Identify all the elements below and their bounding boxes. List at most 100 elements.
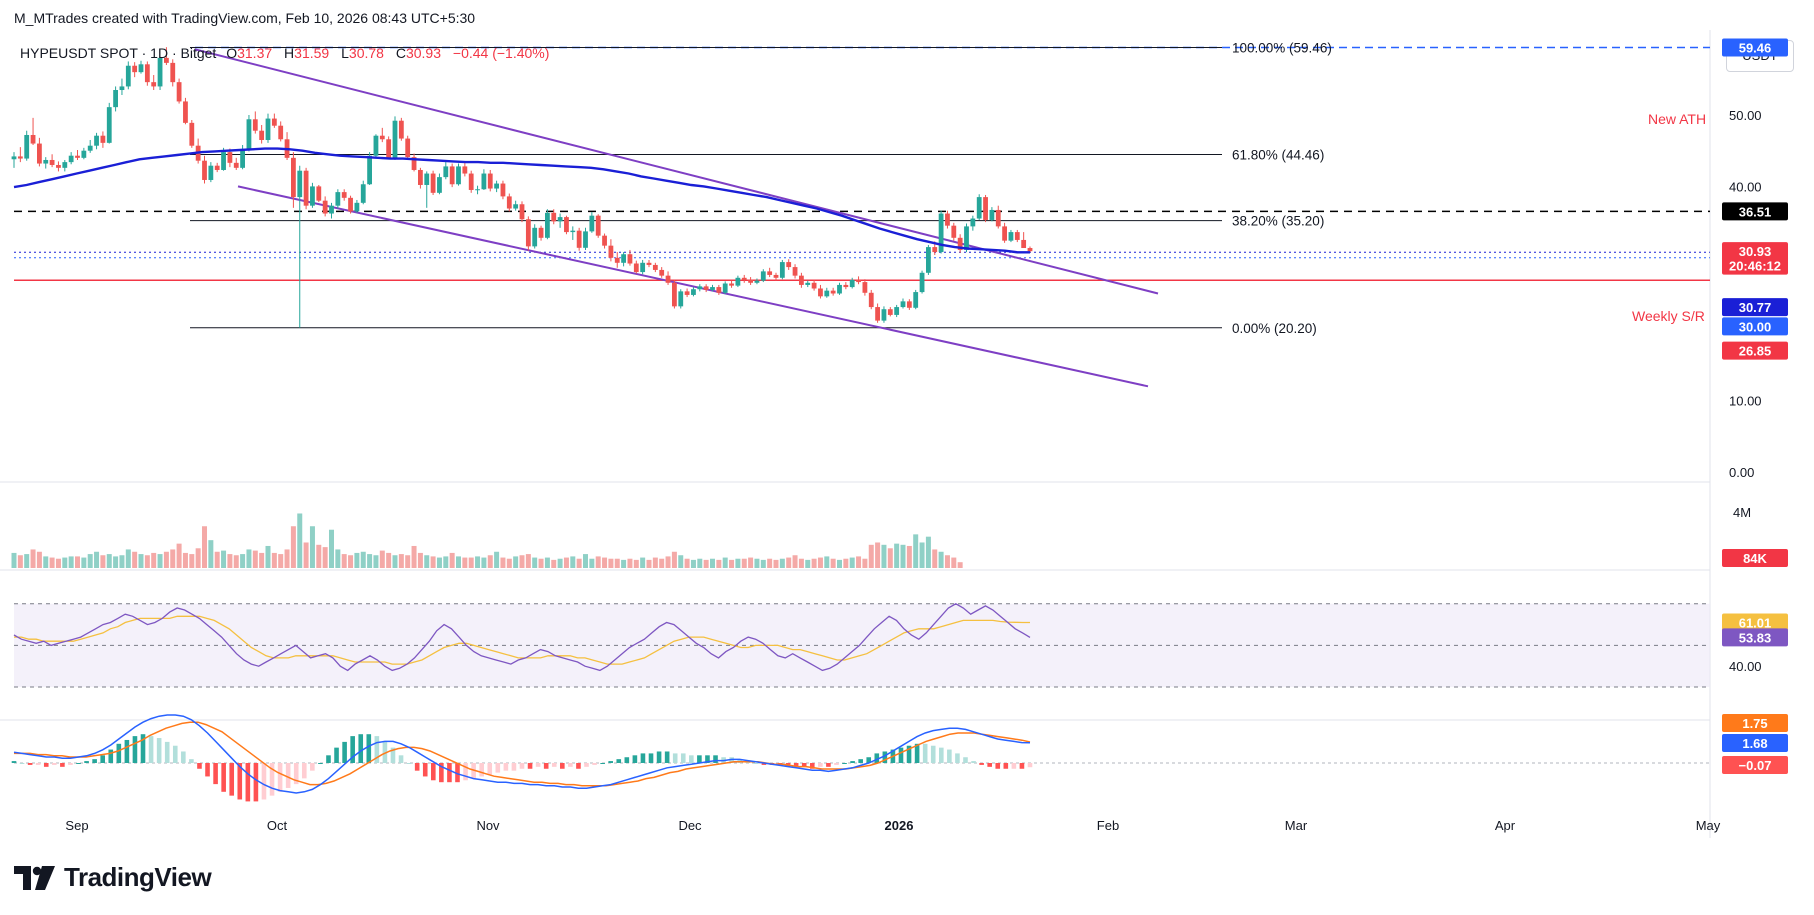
candle-body: [354, 202, 360, 212]
time-tick-label: Nov: [476, 818, 500, 833]
price-tag-1-bg: [1722, 38, 1788, 57]
macd-histogram-bar: [963, 757, 968, 763]
candle-body: [773, 274, 779, 278]
candle-body: [557, 217, 563, 222]
candle-body: [1027, 248, 1033, 252]
ema-line: [13, 147, 1030, 254]
rsi-ma-tag: 61.01: [1739, 615, 1772, 630]
candle-body: [443, 166, 449, 178]
volume-bar: [684, 558, 690, 568]
volume-bar: [519, 555, 525, 568]
price-tag-6: 30.00: [1739, 319, 1772, 334]
volume-bar: [754, 558, 760, 568]
candle-body: [894, 307, 900, 315]
candle-body: [30, 134, 36, 144]
price-tag-2: 36.51: [1739, 204, 1772, 219]
volume-bar: [856, 556, 862, 568]
volume-bar: [614, 558, 620, 568]
volume-bar: [202, 526, 207, 568]
rsi-line: [13, 603, 1031, 672]
header-credit: M_MTrades created with TradingView.com, …: [14, 10, 476, 26]
macd-histogram-bar: [35, 763, 41, 765]
candle-body: [849, 279, 855, 288]
candle-body: [1021, 239, 1027, 249]
candle-body: [697, 286, 703, 290]
volume-bar: [881, 544, 887, 568]
volume-bar: [957, 562, 963, 568]
macd-histogram-bar: [124, 739, 130, 763]
volume-bar: [583, 554, 588, 568]
macd-histogram-bar: [52, 763, 57, 765]
macd-histogram-bar: [350, 736, 355, 763]
macd-histogram-bar: [140, 734, 146, 763]
volume-bar: [221, 550, 227, 568]
candle-body: [640, 262, 646, 273]
candle-body: [748, 279, 753, 283]
macd-histogram-bar: [680, 753, 686, 763]
macd-histogram-bar: [1019, 763, 1025, 769]
tradingview-logo[interactable]: TradingView: [14, 862, 212, 893]
candle-body: [837, 284, 842, 294]
volume-bar: [767, 558, 773, 568]
volume-bar: [716, 559, 722, 568]
macd-histogram-bar: [27, 763, 33, 765]
volume-bar: [30, 549, 36, 568]
candle-body: [418, 169, 423, 185]
volume-bar: [557, 558, 563, 568]
macd-histogram-bar: [535, 763, 541, 767]
volume-bar: [506, 558, 512, 568]
macd-histogram-bar: [922, 743, 928, 763]
macd-histogram-bar: [342, 741, 347, 763]
legend-o-label: O: [226, 45, 237, 61]
macd-histogram-bar: [84, 761, 89, 763]
volume-bar: [665, 556, 671, 568]
price-tag-4: 20:46:12: [1729, 259, 1781, 274]
macd-histogram-bar: [455, 763, 460, 783]
macd-histogram-bar: [463, 763, 468, 781]
candle-body: [316, 186, 322, 201]
macd-histogram-bar: [947, 749, 952, 763]
volume-bar: [195, 548, 201, 568]
volume-bar: [633, 559, 639, 568]
volume-bar: [100, 555, 106, 568]
volume-bar: [595, 556, 601, 568]
macd-tag-bg: [1722, 734, 1788, 752]
macd-histogram-bar: [971, 761, 976, 763]
weekly-sr-label: Weekly S/R: [1632, 308, 1705, 324]
candle-body: [341, 192, 347, 198]
volume-bar: [443, 556, 449, 568]
macd-histogram-bar: [116, 743, 122, 763]
macd-histogram-bar: [60, 763, 65, 767]
volume-bar: [887, 548, 893, 568]
candle-body: [513, 204, 519, 209]
candle-body: [633, 263, 639, 273]
volume-bar: [729, 559, 735, 568]
volume-bar: [94, 551, 100, 568]
candle-body: [595, 215, 601, 236]
macd-histogram-bar: [664, 751, 670, 763]
time-tick-label: Sep: [65, 818, 88, 833]
volume-bar: [62, 557, 68, 568]
macd-histogram-bar: [76, 763, 81, 764]
candle-body: [691, 289, 696, 295]
candle-body: [221, 152, 226, 170]
volume-bar: [75, 556, 80, 568]
candle-body: [583, 231, 588, 248]
volume-bar: [640, 557, 646, 568]
macd-histogram-bar: [189, 759, 194, 763]
candle-body: [951, 225, 957, 238]
macd-line: [13, 714, 1031, 794]
candle-body: [487, 173, 493, 189]
candle-body: [170, 62, 176, 83]
volume-bar: [805, 559, 811, 568]
candle-body: [437, 177, 442, 193]
candle-body: [659, 269, 665, 276]
candle-body: [240, 149, 245, 168]
volume-bar: [779, 558, 785, 568]
macd-histogram-bar: [793, 763, 799, 767]
candle-body: [151, 82, 157, 87]
price-tag-7: 26.85: [1739, 344, 1772, 359]
candle-body: [551, 212, 557, 222]
macd-histogram-bar: [753, 763, 759, 764]
